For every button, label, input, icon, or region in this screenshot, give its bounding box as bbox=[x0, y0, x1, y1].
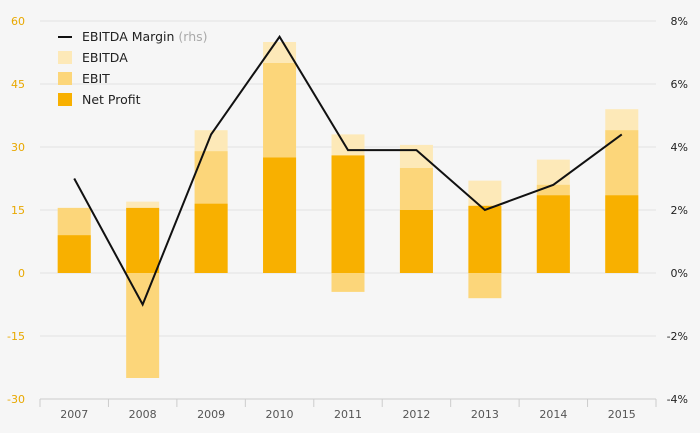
axes: 60 8% 45 6% 30 4% 15 2% 0 0% -15 -2% -30 -4% 2007 2008 2… bbox=[7, 15, 688, 421]
bar bbox=[57, 235, 91, 273]
legend: EBITDA Margin (rhs) EBITDA EBIT Net Prof… bbox=[58, 26, 208, 110]
line-series bbox=[73, 34, 623, 307]
y-tick-label-left: 30 bbox=[11, 141, 25, 154]
bar-series bbox=[57, 42, 639, 378]
bar bbox=[536, 195, 570, 273]
legend-swatch bbox=[58, 93, 72, 106]
y-tick-label-right: -4% bbox=[667, 393, 688, 406]
y-tick-label-right: 8% bbox=[671, 15, 688, 28]
x-tick-label: 2010 bbox=[266, 408, 294, 421]
x-tick-label: 2013 bbox=[471, 408, 499, 421]
x-tick-label: 2015 bbox=[608, 408, 636, 421]
legend-item-ebit: EBIT bbox=[58, 68, 208, 89]
x-tick-label: 2009 bbox=[197, 408, 225, 421]
bar bbox=[331, 155, 365, 273]
y-tick-label-right: 4% bbox=[671, 141, 688, 154]
bar bbox=[126, 207, 160, 273]
legend-item-ebitda: EBITDA bbox=[58, 47, 208, 68]
bar bbox=[468, 205, 502, 273]
y-tick-label-left: -30 bbox=[7, 393, 25, 406]
y-tick-label-left: 15 bbox=[11, 204, 25, 217]
x-tick-label: 2012 bbox=[402, 408, 430, 421]
y-tick-label-left: 0 bbox=[18, 267, 25, 280]
y-tick-label-right: 6% bbox=[671, 78, 688, 91]
x-tick-label: 2014 bbox=[539, 408, 567, 421]
y-tick-label-left: 45 bbox=[11, 78, 25, 91]
legend-label: EBITDA bbox=[82, 50, 128, 65]
bar bbox=[399, 210, 433, 273]
y-tick-label-left: -15 bbox=[7, 330, 25, 343]
x-tick-label: 2007 bbox=[60, 408, 88, 421]
bar bbox=[126, 273, 160, 378]
x-tick-label: 2008 bbox=[129, 408, 157, 421]
legend-swatch bbox=[58, 72, 72, 85]
line-ebitda-margin bbox=[73, 34, 623, 307]
y-tick-label-right: 0% bbox=[671, 267, 688, 280]
legend-item-ebitda-margin: EBITDA Margin (rhs) bbox=[58, 26, 208, 47]
legend-swatch-line bbox=[58, 35, 72, 38]
legend-swatch bbox=[58, 51, 72, 64]
y-tick-label-left: 60 bbox=[11, 15, 25, 28]
legend-label: Net Profit bbox=[82, 92, 141, 107]
y-tick-label-right: 2% bbox=[671, 204, 688, 217]
legend-item-net-profit: Net Profit bbox=[58, 89, 208, 110]
y-tick-label-right: -2% bbox=[667, 330, 688, 343]
legend-label: EBITDA Margin bbox=[82, 29, 175, 44]
bar bbox=[194, 203, 228, 273]
x-tick-label: 2011 bbox=[334, 408, 362, 421]
legend-label: EBIT bbox=[82, 71, 110, 86]
bar bbox=[331, 273, 365, 292]
legend-note: (rhs) bbox=[178, 29, 208, 44]
bar bbox=[605, 195, 639, 273]
bar bbox=[468, 273, 502, 299]
bar bbox=[263, 157, 297, 273]
